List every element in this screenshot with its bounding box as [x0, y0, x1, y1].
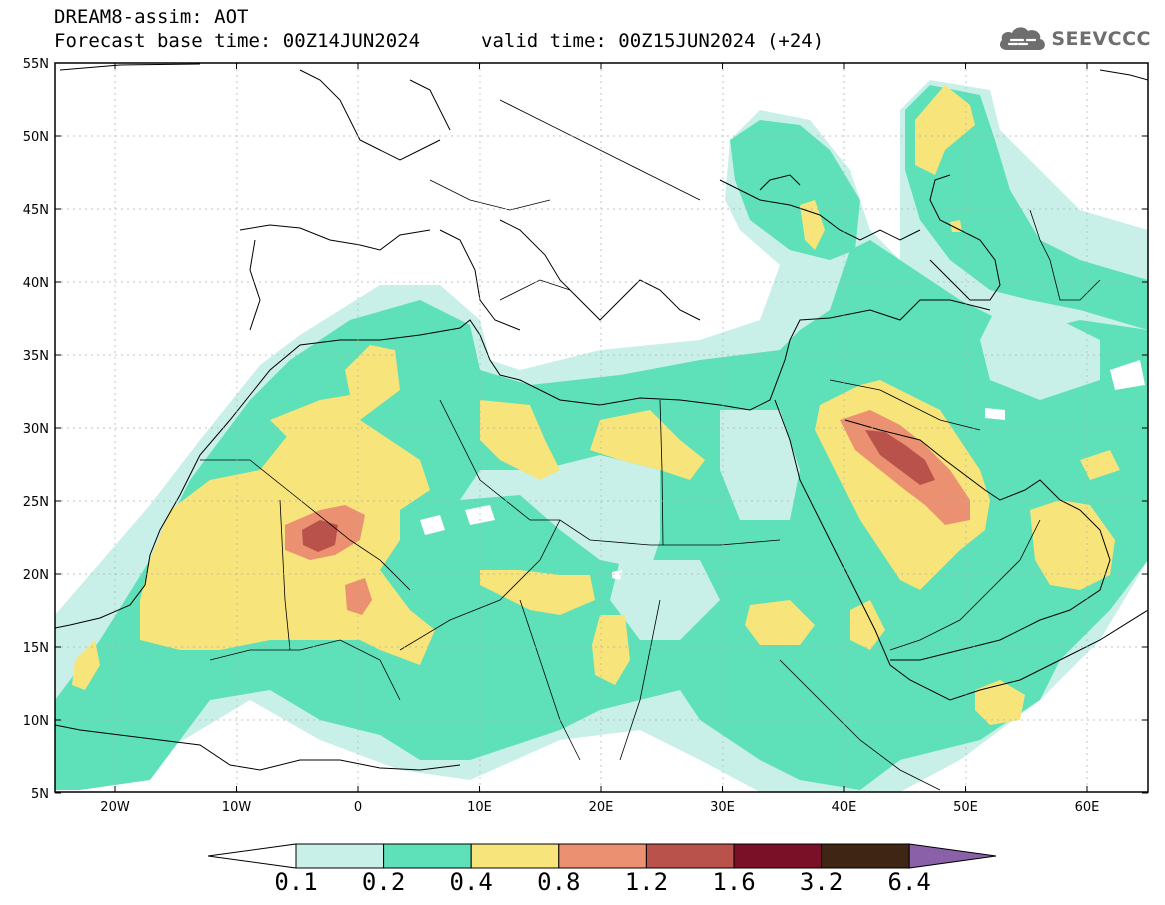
logo-text: SEEVCCC — [1051, 28, 1151, 50]
lat-label: 55N — [23, 57, 49, 72]
colorbar-box — [645, 843, 735, 869]
aot-holes — [460, 300, 1100, 640]
aot-band-1.2 — [302, 430, 935, 552]
lat-label: 10N — [23, 714, 49, 729]
colorbar-label: 0.4 — [449, 868, 493, 896]
cloud-icon — [1000, 27, 1046, 50]
lon-label: 0 — [354, 800, 362, 815]
lat-label: 30N — [23, 422, 49, 437]
lat-label: 35N — [23, 349, 49, 364]
lon-label: 20W — [100, 800, 130, 815]
lat-label: 20N — [23, 568, 49, 583]
lat-label: 45N — [23, 203, 49, 218]
colorbar-over-triangle — [908, 843, 997, 869]
colorbar-label: 1.2 — [624, 868, 669, 896]
colorbar-label: 6.4 — [887, 868, 931, 896]
colorbar-box — [470, 843, 560, 869]
colorbar-label: 0.1 — [274, 868, 318, 896]
colorbar-label: 1.6 — [712, 868, 756, 896]
base-time-label: Forecast base time: 00Z14JUN2024 — [54, 30, 421, 52]
seevccc-logo: SEEVCCC — [997, 24, 1151, 54]
aot-white-holes — [420, 360, 1145, 580]
lat-label: 15N — [23, 641, 49, 656]
lon-label: 30E — [710, 800, 735, 815]
coastlines — [55, 63, 1148, 771]
borders — [200, 99, 1101, 791]
colorbar-label: 3.2 — [799, 868, 844, 896]
lat-label: 40N — [23, 276, 49, 291]
lon-label: 50E — [953, 800, 978, 815]
valid-time-label: valid time: 00Z15JUN2024 (+24) — [481, 30, 825, 52]
colorbar-box — [558, 843, 647, 869]
lat-label: 5N — [31, 787, 49, 802]
colorbar-box — [295, 843, 385, 869]
lon-label: 10W — [222, 800, 252, 815]
colorbar-box — [821, 843, 910, 869]
lon-label: 20E — [589, 800, 614, 815]
colorbar-label: 0.2 — [361, 868, 406, 896]
graticule — [55, 63, 1148, 792]
lat-label: 25N — [23, 495, 49, 510]
lat-label: 50N — [23, 130, 49, 145]
lon-label: 40E — [832, 800, 857, 815]
latitude-axis: 55N 50N 45N 40N 35N 30N 25N 20N 15N 10N 5N — [23, 57, 1148, 802]
colorbar-box — [383, 843, 472, 869]
map-title: DREAM8-assim: AOT — [54, 6, 249, 28]
longitude-axis: 20W 10W 0 10E 20E 30E 40E 50E 60E — [100, 63, 1099, 815]
colorbar-label: 0.8 — [537, 868, 581, 896]
lon-label: 10E — [467, 800, 492, 815]
colorbar-under-triangle — [207, 843, 297, 869]
aot-shading — [55, 80, 1148, 792]
lon-label: 60E — [1075, 800, 1100, 815]
aot-colorbar — [207, 843, 997, 869]
forecast-times: Forecast base time: 00Z14JUN2024 valid ti… — [54, 30, 824, 52]
colorbar-box — [733, 843, 823, 869]
